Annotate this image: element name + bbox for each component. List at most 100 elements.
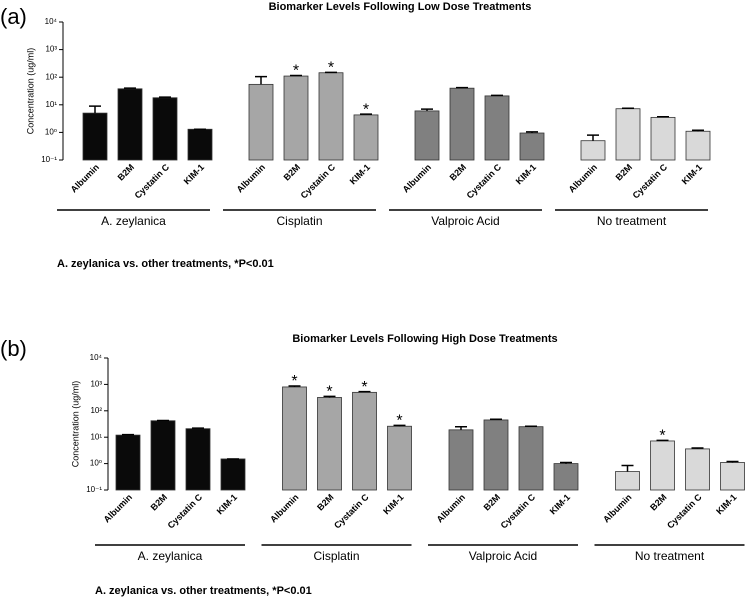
bar [685,448,710,491]
bar [150,420,176,491]
error-bar [657,115,669,118]
significance-mark: * [363,101,369,118]
x-tick-label: B2M [315,492,336,513]
x-tick-label: Albumin [601,492,634,525]
significance-mark: * [326,384,332,401]
y-tick-label: 10⁻¹ [41,155,57,164]
x-tick-label: Cystatin C [299,162,338,201]
bar [553,463,579,491]
x-tick-label: B2M [448,162,469,183]
x-tick-label: B2M [282,162,303,183]
error-bar [323,395,336,398]
x-tick-label: B2M [482,492,503,513]
significance-mark: * [659,428,665,445]
footnote: A. zeylanica vs. other treatments, *P<0.… [57,258,274,270]
group-label: Cisplatin [276,214,322,228]
x-tick-label: Cystatin C [499,492,538,531]
error-bar [360,113,372,115]
bar [448,429,474,491]
group-label: A. zeylanica [138,549,203,563]
bar [449,87,475,161]
x-tick-label: B2M [149,492,170,513]
chart-title: Biomarker Levels Following Low Dose Trea… [269,1,532,13]
error-bar [456,86,468,89]
significance-mark: * [291,373,297,390]
error-bar [491,94,503,97]
bar [185,428,211,491]
group-label: No treatment [597,214,667,228]
x-tick-label: Cystatin C [332,492,371,531]
bar [283,75,309,161]
y-tick-label: 10⁻¹ [86,485,102,494]
y-tick-label: 10⁴ [45,17,58,26]
bar [353,114,379,161]
x-tick-label: B2M [116,162,137,183]
group-label: A. zeylanica [101,214,166,228]
y-tick-label: 10⁴ [90,353,103,362]
bar [615,108,641,161]
error-bar [159,96,171,98]
error-bar [656,439,669,442]
x-tick-label: KIM-1 [680,162,704,186]
x-tick-label: Cystatin C [465,162,504,201]
bar [317,397,342,491]
bar [518,426,544,491]
bar [685,130,711,161]
error-bar [255,75,267,85]
error-bar [288,385,301,387]
y-axis-label: Concentration (ug/ml) [70,381,80,468]
error-bar [89,105,101,114]
bar [519,132,545,161]
footnote: A. zeylanica vs. other treatments, *P<0.… [95,585,312,597]
significance-mark: * [361,379,367,396]
x-tick-label: KIM-1 [215,492,239,516]
x-tick-label: Albumin [235,162,268,195]
x-tick-label: Cystatin C [133,162,172,201]
y-tick-label: 10¹ [45,100,57,109]
bar [187,128,213,161]
x-tick-label: KIM-1 [348,162,372,186]
error-bar [621,464,634,472]
bar [387,425,412,491]
panel-label: (b) [0,336,27,361]
error-bar [421,108,433,111]
x-tick-label: Cystatin C [631,162,670,201]
significance-mark: * [396,413,402,430]
x-tick-label: Cystatin C [665,492,704,531]
bar [650,440,675,491]
bar [82,112,108,161]
group-label: No treatment [635,549,705,563]
bar [115,434,141,491]
x-tick-label: KIM-1 [182,162,206,186]
bar [720,462,745,491]
error-bar [393,424,406,427]
bar [650,116,676,161]
group-label: Valproic Acid [469,549,537,563]
error-bar [587,134,599,141]
bar [352,391,377,491]
error-bar [290,74,302,77]
x-tick-label: KIM-1 [714,492,738,516]
significance-mark: * [293,63,299,80]
bar [220,458,246,491]
x-tick-label: Albumin [401,162,434,195]
bar [248,83,274,161]
error-bar [455,425,467,430]
y-tick-label: 10² [90,406,102,415]
y-tick-label: 10¹ [90,432,102,441]
y-tick-label: 10⁰ [90,459,102,468]
bar [282,386,307,491]
chart-title: Biomarker Levels Following High Dose Tre… [292,333,557,345]
x-tick-label: Albumin [435,492,468,525]
bar [414,110,440,161]
error-bar [124,87,136,89]
y-tick-label: 10³ [45,45,57,54]
error-bar [726,460,739,463]
y-axis-label: Concentration (ug/ml) [25,48,35,135]
panel-label: (a) [0,4,27,29]
x-tick-label: KIM-1 [514,162,538,186]
error-bar [192,427,204,429]
bar [152,97,178,161]
y-tick-label: 10³ [90,380,102,389]
